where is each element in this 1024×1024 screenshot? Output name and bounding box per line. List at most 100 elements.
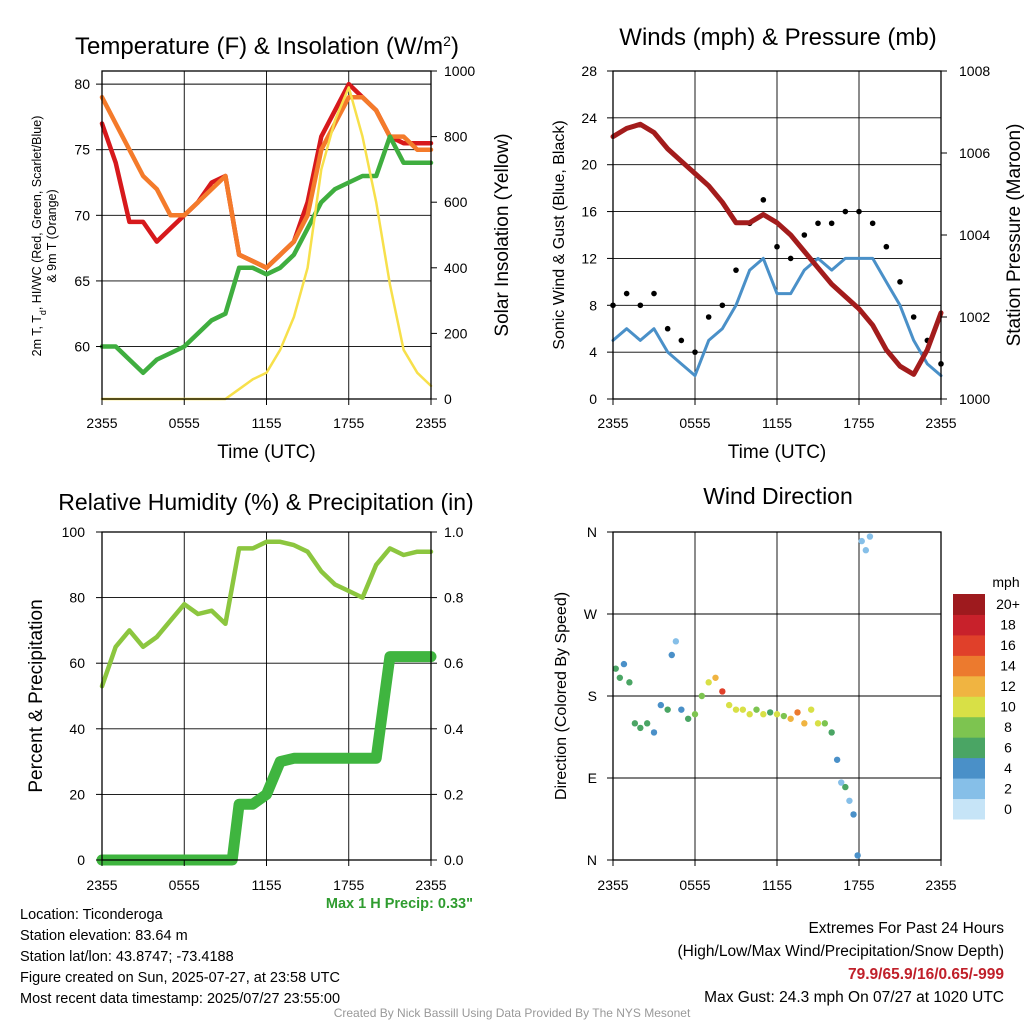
winddir-point	[801, 720, 808, 727]
rh-series-rh	[99, 539, 434, 689]
p1-ytick-left-label: 12	[581, 250, 597, 266]
wind-series-gust	[774, 243, 780, 250]
wind-title: Winds (mph) & Pressure (mb)	[619, 24, 936, 51]
extremes-subheading: (High/Low/Max Wind/Precipitation/Snow De…	[677, 943, 1005, 960]
colorbar-label: 18	[1000, 617, 1016, 633]
colorbar-label: 16	[1000, 637, 1016, 653]
temp-ylabel-line1: 2m T, Td, HI/WC (Red, Green, Scarlet/Blu…	[30, 116, 48, 357]
p2-xtick-label: 0555	[169, 877, 200, 893]
winddir-point	[780, 712, 788, 720]
p2-ytick-right-label: 1.0	[444, 524, 464, 540]
wind-series-gust	[760, 197, 767, 203]
winddir-point	[814, 720, 822, 727]
temp-title-end: )	[451, 33, 459, 60]
colorbar-swatch	[953, 655, 985, 677]
extremes-info: Extremes For Past 24 Hours (High/Low/Max…	[678, 917, 1005, 1009]
winddir-point	[854, 852, 861, 859]
p2-ytick-right-label: 0.6	[444, 655, 464, 671]
winddir-point	[787, 715, 794, 722]
p1-xtick-label: 1755	[843, 415, 874, 431]
p1-xtick-label: 0555	[679, 415, 710, 431]
temp-ylabel-rest: , HI/WC (Red, Green, Scarlet/Blue)	[30, 116, 44, 311]
winddir-point	[866, 533, 874, 540]
winddir-point	[842, 783, 849, 791]
p1-ytick-right-label: 1000	[959, 391, 990, 407]
latlon-text: Station lat/lon: 43.8747; -73.4188	[20, 949, 234, 965]
p2-ytick-left-label: 60	[69, 655, 85, 671]
temp-series-td	[99, 134, 434, 376]
p0-xtick-label: 1155	[251, 415, 281, 431]
colorbar-swatch	[953, 614, 985, 636]
p1-ytick-left-label: 16	[581, 204, 597, 220]
p0-ytick-left-label: 75	[74, 142, 90, 158]
temp-title-sup: 2	[443, 33, 451, 49]
wind-series-gust	[733, 267, 739, 273]
wind-ylabel-right: Station Pressure (Maroon)	[1004, 124, 1024, 347]
winddir-point	[691, 711, 699, 718]
wind-series-gust	[883, 243, 890, 250]
colorbar-label: 10	[1000, 699, 1016, 715]
winddir-point	[746, 711, 753, 718]
p3-xtick-label: 2355	[925, 877, 956, 893]
wind-series-gust	[678, 337, 685, 344]
winddir-point	[637, 724, 644, 732]
winddir-point	[672, 638, 680, 645]
p3-xtick-label: 1755	[843, 877, 874, 893]
wind-xlabel: Time (UTC)	[728, 442, 827, 463]
wind-series-gust	[705, 314, 712, 320]
wind-series-gust	[651, 290, 657, 297]
p2-xtick-label: 2355	[415, 877, 446, 893]
colorbar-label: 0	[1004, 801, 1012, 817]
p2-ytick-left-label: 20	[69, 786, 85, 802]
winddir-point	[732, 706, 740, 713]
p0-xtick-label: 0555	[169, 415, 200, 431]
winddir-point	[668, 651, 675, 659]
colorbar-swatch	[953, 696, 985, 718]
winddir-point	[643, 720, 651, 727]
winddir-point	[766, 709, 774, 716]
wind-series-pressure	[610, 121, 944, 377]
temp-ylabel-d: d	[38, 310, 48, 315]
winddir-point	[620, 660, 628, 668]
location-text: Location: Ticonderoga	[20, 907, 163, 923]
elevation-text: Station elevation: 83.64 m	[20, 928, 188, 944]
temp-title-main: Temperature (F) & Insolation (W/m	[75, 33, 443, 60]
wind-series-gust	[801, 232, 808, 238]
colorbar-label: 2	[1004, 780, 1012, 796]
wind-series-gust	[910, 314, 917, 320]
p0-ytick-right-label: 0	[444, 391, 452, 407]
created-text: Figure created on Sun, 2025-07-27, at 23…	[20, 970, 340, 986]
colorbar-swatch	[953, 778, 985, 800]
p1-ytick-left-label: 28	[581, 63, 597, 79]
wind-ylabel-left: Sonic Wind & Gust (Blue, Black)	[551, 120, 568, 349]
p0-ytick-right-label: 400	[444, 260, 468, 276]
credit-text: Created By Nick Bassill Using Data Provi…	[333, 1006, 691, 1020]
winddir-ytick-label: N	[587, 524, 597, 540]
winddir-point	[719, 688, 726, 695]
wind-series-gust	[664, 325, 671, 332]
winddir-point	[626, 679, 633, 686]
p1-ytick-right-label: 1004	[959, 227, 990, 243]
wind-series-gust	[842, 208, 849, 215]
p2-ytick-left-label: 40	[69, 721, 85, 737]
wind-series-gust	[897, 279, 903, 285]
max-gust-text: Max Gust: 24.3 mph On 07/27 at 1020 UTC	[704, 989, 1004, 1006]
p2-xtick-label: 1155	[251, 877, 281, 893]
winddir-point	[807, 706, 815, 713]
p0-ytick-right-label: 200	[444, 325, 468, 341]
winddir-title: Wind Direction	[703, 483, 853, 509]
winddir-point	[616, 674, 624, 681]
p1-ytick-left-label: 4	[589, 344, 597, 360]
colorbar-swatch	[953, 634, 985, 656]
p2-ytick-right-label: 0.4	[444, 721, 464, 737]
colorbar-label: 20+	[996, 596, 1020, 612]
p0-ytick-left-label: 80	[74, 76, 90, 92]
p2-ytick-right-label: 0.0	[444, 852, 464, 868]
winddir-point	[739, 706, 747, 713]
wind-series-gust	[815, 220, 821, 227]
winddir-point	[612, 665, 619, 672]
p1-xtick-label: 1155	[762, 415, 792, 431]
winddir-point	[846, 797, 853, 804]
wind-series-gust	[637, 302, 644, 309]
colorbar-label: 12	[1000, 678, 1016, 694]
